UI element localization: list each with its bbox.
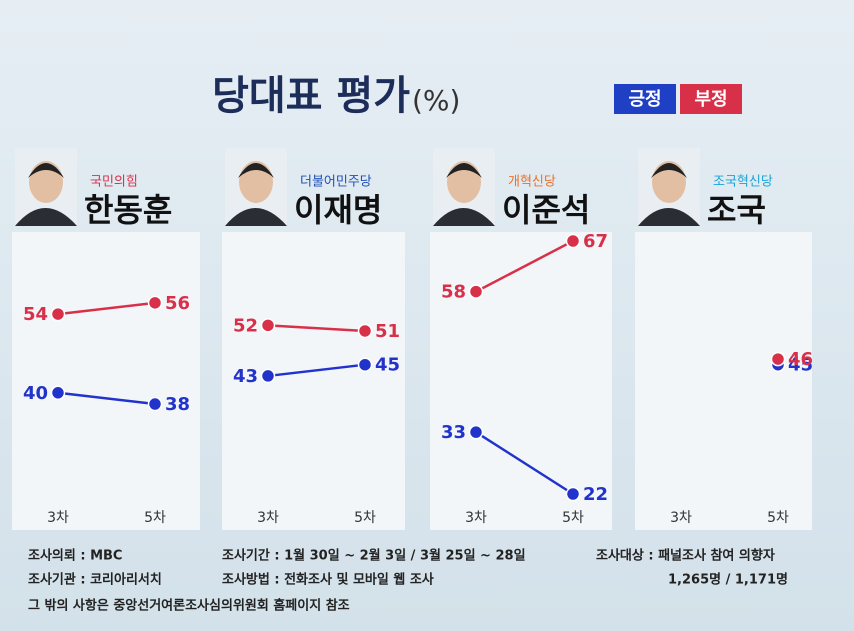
panel (635, 232, 812, 530)
x-tick-label: 3차 (257, 510, 279, 526)
portrait (15, 208, 77, 226)
person-name: 이준석 (502, 191, 590, 229)
data-point (468, 424, 484, 440)
x-tick-label: 5차 (767, 510, 789, 526)
portrait (651, 163, 687, 178)
portrait (238, 163, 274, 178)
data-label: 33 (441, 422, 466, 443)
note: 조사기관 : 코리아리서치 (28, 572, 162, 588)
legend-label: 긍정 (628, 89, 661, 110)
party-name: 개혁신당 (508, 175, 556, 190)
note: 조사방법 : 전화조사 및 모바일 웹 조사 (222, 572, 434, 588)
data-point (357, 357, 373, 372)
data-point (50, 385, 66, 401)
portrait (638, 208, 700, 226)
note: 조사기간 : 1월 30일 ~ 2월 3일 / 3월 25일 ~ 28일 (222, 548, 526, 564)
data-point (260, 368, 276, 384)
panel (222, 232, 405, 530)
series-line (267, 324, 366, 333)
person-name: 이재명 (294, 191, 382, 229)
data-label: 22 (583, 484, 608, 505)
data-point (260, 318, 276, 333)
portrait (225, 208, 287, 226)
data-label: 56 (165, 293, 190, 314)
note: 조사의뢰 : MBC (28, 548, 122, 564)
note: 1,265명 / 1,171명 (668, 572, 788, 588)
data-label: 43 (233, 366, 258, 387)
panel (12, 232, 200, 530)
data-label: 40 (23, 383, 48, 404)
unit: (%) (412, 84, 460, 117)
party-name: 국민의힘 (90, 175, 138, 190)
data-label: 45 (375, 355, 400, 376)
data-point (147, 295, 163, 311)
series-line (267, 363, 366, 378)
legend-label: 부정 (694, 89, 727, 110)
portrait (433, 208, 495, 226)
data-label: 52 (233, 315, 258, 336)
x-tick-label: 5차 (144, 510, 166, 526)
data-point (50, 306, 66, 322)
data-label: 54 (23, 304, 48, 325)
data-point (565, 233, 581, 249)
series-line (475, 239, 574, 293)
party-name: 더불어민주당 (300, 175, 372, 190)
note: 그 밖의 사항은 중앙선거여론조사심의위원회 홈페이지 참조 (28, 598, 350, 614)
legend-box (680, 84, 742, 114)
data-point (468, 284, 484, 299)
series-line (57, 391, 156, 406)
panel (430, 232, 612, 530)
data-label: 67 (583, 231, 608, 252)
page-title: 당대표 평가 (212, 73, 410, 119)
person-name: 한동훈 (84, 191, 172, 229)
data-point (357, 323, 373, 339)
series-line (57, 301, 156, 316)
x-tick-label: 5차 (562, 510, 584, 526)
x-tick-label: 3차 (670, 510, 692, 526)
data-label: 58 (441, 282, 466, 303)
legend-box (614, 84, 676, 114)
data-label: 45 (788, 355, 813, 376)
data-label: 46 (788, 349, 813, 370)
party-name: 조국혁신당 (713, 175, 773, 190)
x-tick-label: 3차 (465, 510, 487, 526)
portrait (28, 163, 64, 178)
x-tick-label: 3차 (47, 510, 69, 526)
data-point (565, 486, 581, 502)
person-name: 조국 (707, 191, 766, 229)
data-label: 51 (375, 321, 400, 342)
portrait (446, 163, 482, 178)
data-point (147, 396, 163, 412)
data-label: 38 (165, 394, 190, 415)
x-tick-label: 5차 (354, 510, 376, 526)
data-point (770, 351, 786, 367)
series-line (475, 431, 574, 496)
note: 조사대상 : 패널조사 참여 의향자 (596, 548, 775, 564)
